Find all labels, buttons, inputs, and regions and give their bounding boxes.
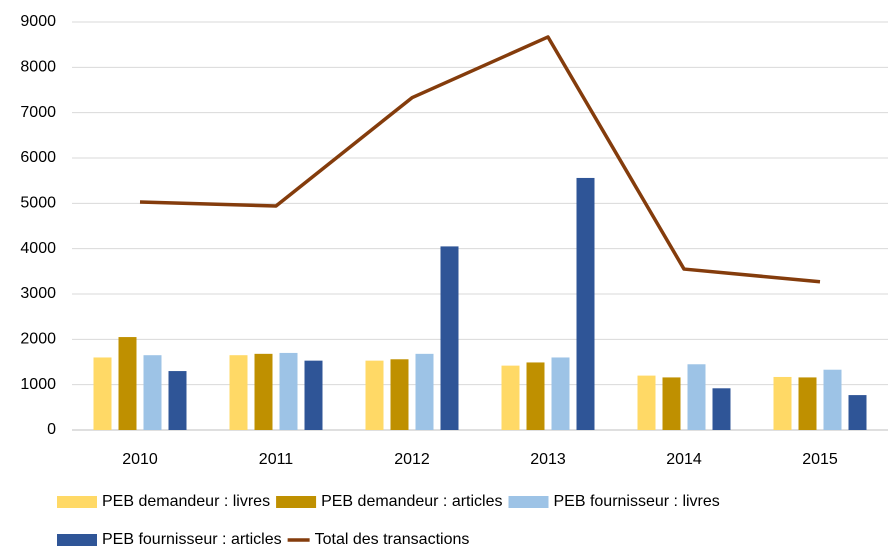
y-tick-label: 0: [47, 421, 56, 438]
bar: [576, 177, 595, 430]
bar: [773, 376, 792, 430]
legend-swatch: [57, 534, 97, 546]
bar: [687, 364, 706, 430]
bar: [798, 377, 817, 430]
bar: [229, 355, 248, 430]
x-tick-label: 2011: [259, 451, 294, 468]
y-tick-label: 4000: [20, 240, 56, 257]
legend-label: PEB demandeur : articles: [321, 493, 502, 510]
legend-swatch: [276, 496, 317, 508]
legend-swatch: [508, 496, 549, 508]
x-tick-label: 2013: [530, 451, 566, 468]
bar: [143, 355, 162, 430]
bar: [551, 357, 570, 430]
bar: [823, 369, 842, 430]
y-tick-label: 1000: [20, 376, 56, 393]
y-tick-label: 6000: [20, 149, 56, 166]
line-series: [139, 35, 821, 284]
bar: [118, 337, 137, 430]
legend-label: PEB fournisseur : articles: [102, 531, 282, 548]
bar: [440, 246, 459, 430]
bar: [304, 360, 323, 430]
bar: [415, 353, 434, 430]
bar: [712, 388, 731, 430]
bar: [390, 359, 409, 430]
legend-label: PEB demandeur : livres: [102, 493, 270, 510]
bar: [501, 365, 520, 430]
bar: [637, 375, 656, 430]
y-tick-label: 2000: [20, 331, 56, 348]
y-tick-label: 8000: [20, 59, 56, 76]
y-tick-label: 7000: [20, 104, 56, 121]
bar: [662, 377, 681, 430]
bar: [848, 395, 867, 430]
bar: [526, 362, 545, 430]
x-tick-label: 2015: [802, 451, 838, 468]
y-tick-label: 9000: [20, 13, 56, 30]
x-tick-label: 2010: [122, 451, 158, 468]
bar: [365, 360, 384, 430]
bar: [93, 357, 112, 430]
y-tick-label: 5000: [20, 195, 56, 212]
x-tick-label: 2014: [666, 451, 702, 468]
legend-label: Total des transactions: [315, 531, 470, 548]
bar: [279, 352, 298, 430]
x-tick-label: 2012: [394, 451, 430, 468]
y-tick-label: 3000: [20, 285, 56, 302]
legend-label: PEB fournisseur : livres: [554, 493, 720, 510]
legend-swatch: [57, 496, 97, 508]
bar: [168, 371, 187, 430]
bar: [254, 353, 273, 430]
